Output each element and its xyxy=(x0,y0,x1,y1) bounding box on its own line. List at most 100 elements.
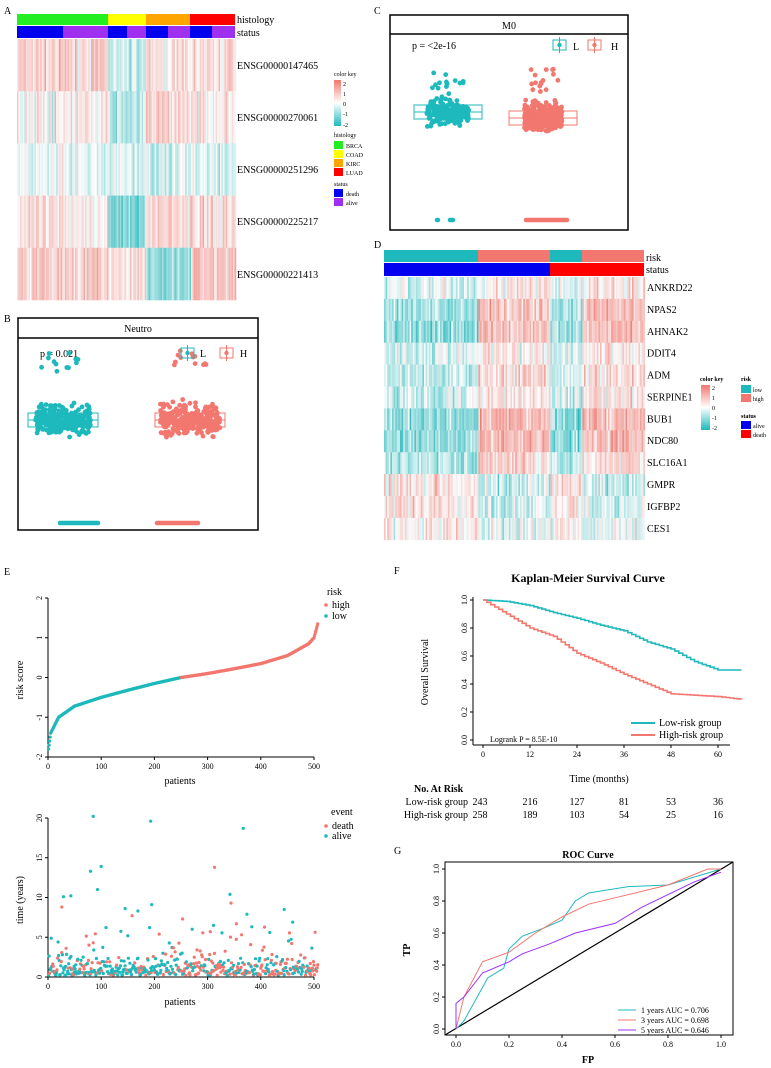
heatmap-cell xyxy=(513,452,516,475)
time-point xyxy=(73,967,77,971)
heatmap-cell xyxy=(385,364,388,387)
data-point xyxy=(434,96,440,101)
heatmap-cell xyxy=(25,247,28,301)
time-point xyxy=(220,931,224,935)
heatmap-a xyxy=(17,14,237,301)
heatmap-cell xyxy=(157,195,160,249)
heatmap-cell xyxy=(528,320,530,343)
heatmap-cell xyxy=(528,298,530,322)
heatmap-cell xyxy=(17,195,19,249)
heatmap-cell xyxy=(93,91,96,144)
heatmap-cell xyxy=(166,91,169,144)
heatmap-cell xyxy=(604,474,607,497)
heatmap-cell xyxy=(220,91,222,144)
heatmap-cell xyxy=(470,452,473,475)
heatmap-cell xyxy=(438,496,441,519)
heatmap-cell xyxy=(590,342,593,365)
heatmap-cell xyxy=(191,247,193,301)
time-point xyxy=(294,964,298,968)
time-point xyxy=(194,961,198,965)
heatmap-cell xyxy=(180,195,183,249)
heatmap-cell xyxy=(472,408,474,431)
heatmap-cell xyxy=(580,364,583,387)
heatmap-cell xyxy=(88,195,90,249)
legend-marker-death xyxy=(324,824,328,828)
heatmap-cell xyxy=(603,342,606,365)
data-point xyxy=(200,433,206,439)
time-point xyxy=(203,957,208,962)
heatmap-cell xyxy=(384,430,386,453)
heatmap-cell xyxy=(496,364,498,387)
heatmap-cell xyxy=(512,298,514,322)
heatmap-cell xyxy=(640,386,642,409)
heatmap-cell xyxy=(448,496,450,519)
heatmap-cell xyxy=(484,430,487,453)
heatmap-cell xyxy=(608,430,610,453)
heatmap-cell xyxy=(580,430,583,453)
row-label: ENSG00000221413 xyxy=(237,270,318,281)
heatmap-cell xyxy=(444,517,447,541)
heatmap-cell xyxy=(115,195,118,249)
heatmap-cell xyxy=(140,39,142,92)
heatmap-cell xyxy=(528,342,530,365)
heatmap-cell xyxy=(472,298,474,322)
heatmap-cell xyxy=(454,364,457,387)
heatmap-cell xyxy=(119,91,122,144)
heatmap-cell xyxy=(76,143,79,196)
heatmap-cell xyxy=(441,517,444,541)
heatmap-cell xyxy=(467,496,470,519)
heatmap-cell xyxy=(156,91,158,144)
heatmap-cell xyxy=(25,91,28,144)
heatmap-cell xyxy=(612,474,615,497)
heatmap-cell xyxy=(542,430,545,453)
heatmap-cell xyxy=(133,195,135,249)
heatmap-cell xyxy=(60,91,63,144)
heatmap-cell xyxy=(643,277,646,300)
heatmap-cell xyxy=(547,430,550,453)
data-point xyxy=(546,128,552,133)
heatmap-cell xyxy=(41,247,44,301)
heatmap-cell xyxy=(569,452,572,475)
heatmap-cell xyxy=(141,91,144,144)
heatmap-cell xyxy=(428,298,431,322)
heatmap-cell xyxy=(588,452,591,475)
heatmap-cell xyxy=(521,408,524,431)
heatmap-cell xyxy=(82,39,84,92)
heatmap-cell xyxy=(385,430,388,453)
heatmap-cell xyxy=(497,430,500,453)
heatmap-cell xyxy=(441,452,444,475)
heatmap-cell xyxy=(624,342,626,365)
heatmap-cell xyxy=(518,452,521,475)
heatmap-cell xyxy=(86,143,89,196)
heatmap-cell xyxy=(422,474,425,497)
data-point xyxy=(424,110,430,116)
heatmap-cell xyxy=(510,496,513,519)
data-point xyxy=(446,91,452,97)
heatmap-cell xyxy=(443,320,446,343)
heatmap-cell xyxy=(457,408,460,431)
heatmap-cell xyxy=(612,364,615,387)
heatmap-cell xyxy=(388,364,391,387)
heatmap-cell xyxy=(617,430,620,453)
heatmap-cell xyxy=(576,452,578,475)
heatmap-cell xyxy=(392,364,394,387)
heatmap-cell xyxy=(432,474,434,497)
heatmap-cell xyxy=(456,474,458,497)
heatmap-cell xyxy=(459,517,462,541)
heatmap-cell xyxy=(628,517,631,541)
heatmap-cell xyxy=(225,195,228,249)
time-point xyxy=(150,969,154,973)
heatmap-cell xyxy=(467,298,470,322)
heatmap-cell xyxy=(598,386,601,409)
heatmap-cell xyxy=(544,298,546,322)
heatmap-cell xyxy=(430,474,433,497)
heatmap-cell xyxy=(172,143,174,196)
time-point xyxy=(269,958,273,963)
heatmap-cell xyxy=(582,474,585,497)
heatmap-cell xyxy=(408,474,410,497)
heatmap-cell xyxy=(205,143,208,196)
heatmap-cell xyxy=(424,408,426,431)
heatmap-cell xyxy=(617,408,620,431)
data-point xyxy=(197,427,203,433)
heatmap-cell xyxy=(633,408,636,431)
